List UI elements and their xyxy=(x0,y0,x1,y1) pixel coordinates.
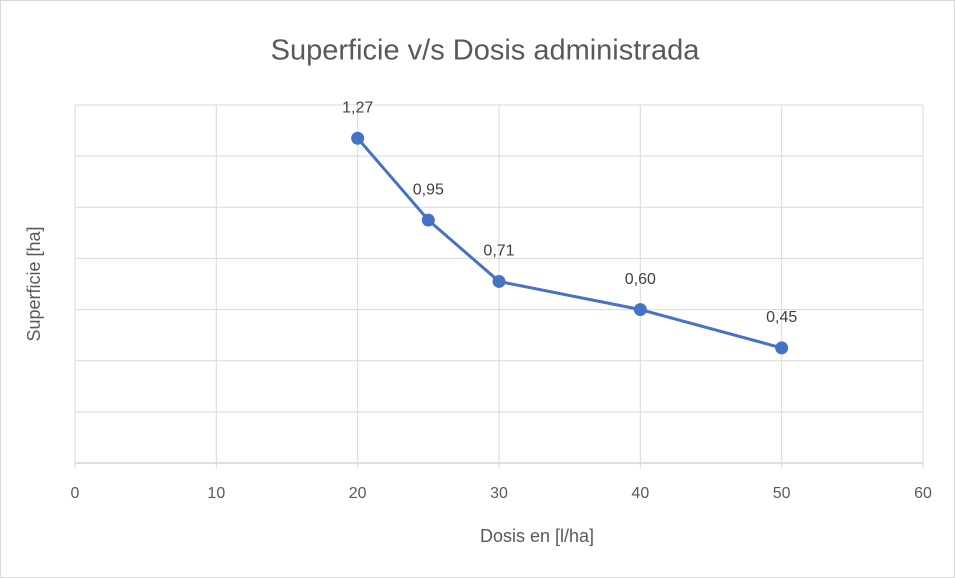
chart-title: Superficie v/s Dosis administrada xyxy=(271,35,701,67)
data-point xyxy=(492,274,506,288)
data-point xyxy=(775,341,789,355)
data-point xyxy=(351,131,365,145)
data-point xyxy=(421,213,435,227)
data-label: 0,95 xyxy=(413,181,444,198)
data-label: 0,45 xyxy=(766,309,797,326)
x-tick-label: 10 xyxy=(207,485,225,502)
x-tick-label: 0 xyxy=(71,485,80,502)
x-tick-label: 30 xyxy=(490,485,508,502)
data-label: 0,71 xyxy=(483,243,514,260)
x-tick-label: 20 xyxy=(349,485,367,502)
x-tick-label: 40 xyxy=(631,485,649,502)
x-tick-label: 50 xyxy=(773,485,791,502)
x-axis-label: Dosis en [l/ha] xyxy=(480,526,594,546)
data-label: 0,60 xyxy=(625,271,656,288)
y-axis-label: Superficie [ha] xyxy=(24,226,44,341)
data-point xyxy=(633,303,647,317)
data-label: 1,27 xyxy=(342,99,373,116)
x-tick-label: 60 xyxy=(914,485,932,502)
